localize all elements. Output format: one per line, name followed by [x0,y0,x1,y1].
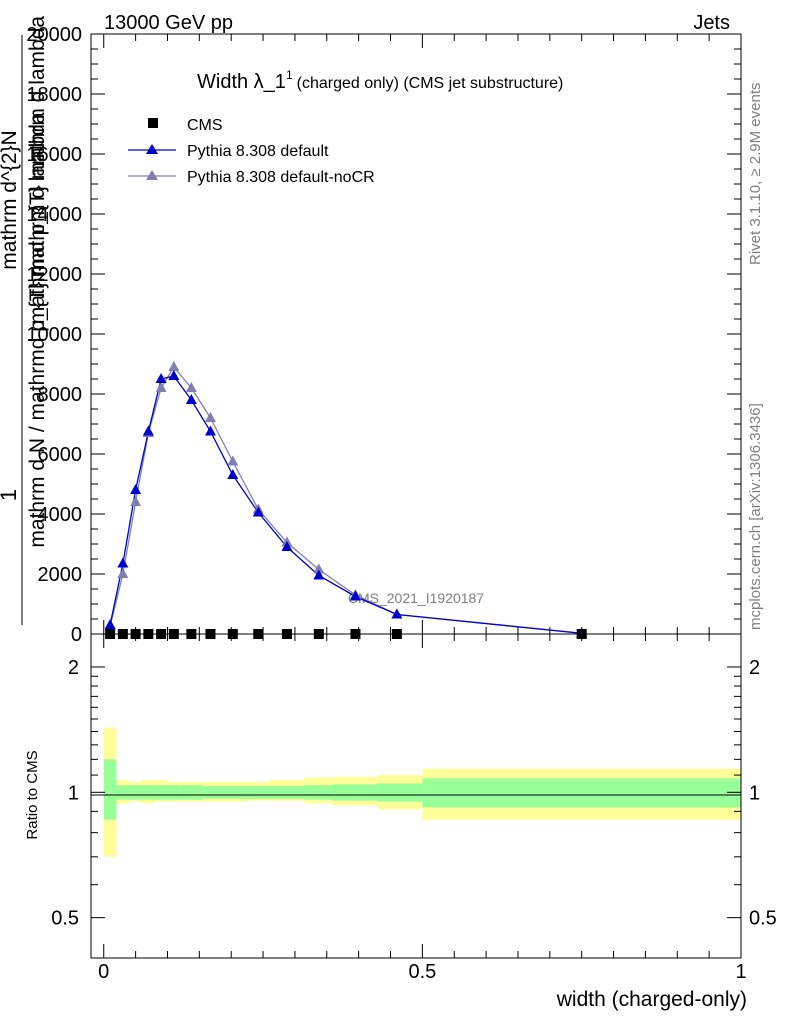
data-point-pythia-default [185,394,197,404]
legend-cms-label: CMS [187,117,223,134]
header-right: Jets [693,12,730,34]
series-layer [104,361,588,639]
data-point-pythia-default [117,557,129,568]
ratio-inner-band-bin [141,785,155,800]
data-point-pythia-default [227,469,239,479]
ylabel-frac-numerator: mathrm d^{2}N [0,130,21,269]
main-y-tick-label: 12000 [26,264,82,286]
data-point-pythia-nocr [204,412,216,422]
ratio-plot-ticks [91,634,742,958]
main-y-tick-label: 14000 [26,204,82,226]
data-point-pythia-default [155,373,167,383]
data-point-pythia-nocr [313,563,325,574]
ratio-inner-band-bin [304,785,334,800]
main-y-tick-labels: 0 2000 4000 6000 8000 10000 12000 14000 16000 180… [26,24,82,646]
main-y-tick-label: 16000 [26,144,82,166]
plot-title: Width λ_11 (charged only) (CMS jet substr… [197,68,563,93]
series-line-pythia-default [109,375,582,635]
ratio-inner-band-bin [154,785,168,800]
legend-nocr-marker [146,170,158,180]
data-point-pythia-nocr [155,382,167,392]
data-point-pythia-default [281,541,293,551]
ratio-inner-band-bin [333,784,378,801]
legend: CMS Pythia 8.308 default Pythia 8.308 de… [128,117,375,186]
x-tick-label: 0.5 [408,961,436,983]
data-point-pythia-default [252,506,264,517]
ratio-y-tick-label-right: 2 [749,657,760,679]
data-point-pythia-default [142,425,154,436]
data-point-pythia-nocr [185,382,197,392]
data-point-pythia-nocr [227,455,239,466]
series-line-pythia-nocr [109,365,582,634]
analysis-watermark: CMS_2021_I1920187 [348,590,484,606]
x-tick-label: 0 [98,961,109,983]
ratio-inner-band-bin [180,785,203,800]
header-left: 13000 GeV pp [104,12,233,34]
plot-title-sup: 1 [286,68,293,82]
ylabel-numerator: 1 [0,489,21,501]
main-y-tick-label: 6000 [38,444,83,466]
ratio-plot-frame [90,633,742,959]
ratio-inner-band-bin [103,759,117,820]
ratio-inner-band-bin [247,786,270,799]
ylabel-frac-denominator: mathrmd p_{T} mathrm d lambda [26,16,49,324]
data-point-pythia-default [204,425,216,436]
legend-default-label: Pythia 8.308 default [187,143,329,160]
data-point-pythia-default [349,590,361,601]
x-tick-label: 1 [735,961,746,983]
data-point-pythia-nocr [117,568,129,578]
ratio-inner-band-bin [422,778,741,808]
ylabel-denominator: mathrm d N / mathrmd p_{T} mathrm d lamb… [26,112,49,548]
ratio-inner-band-bin [377,783,423,802]
plot-title-main: Width λ_1 [197,71,286,93]
legend-default-marker [146,144,158,154]
ratio-inner-band-bin [167,785,181,800]
ratio-y-tick-label: 2 [68,657,79,679]
rivet-version-label: Rivet 3.1.10, ≥ 2.9M events [747,83,764,266]
data-point-pythia-nocr [130,496,142,506]
ratio-inner-band-bin [218,786,248,799]
main-y-tick-label: 0 [71,624,82,646]
ratio-y-tick-label: 1 [68,782,79,804]
main-y-tick-label: 20000 [26,24,82,46]
data-point-pythia-default [104,619,116,629]
data-point-pythia-default [130,484,142,494]
data-point-pythia-default [168,370,180,380]
legend-nocr-label: Pythia 8.308 default-noCR [187,169,375,186]
ratio-inner-band-bin [129,785,142,800]
mcplots-label: mcplots.cern.ch [arXiv:1306.3436] [747,403,764,630]
ratio-y-tick-labels: 0.5 0.5 1 1 2 2 [51,657,777,930]
ratio-y-tick-label-right: 0.5 [749,908,777,930]
x-axis-label: width (charged-only) [556,988,747,1011]
main-y-tick-label: 18000 [26,84,82,106]
main-y-axis-label: 1 mathrm d N / mathrmd p_{T} mathrm d la… [0,16,49,625]
ratio-inner-band-bin [202,786,219,799]
data-point-pythia-default [391,608,403,619]
x-tick-labels: 0 0.5 1 [98,961,746,983]
main-y-tick-label: 8000 [38,384,83,406]
main-y-tick-label: 2000 [38,564,83,586]
ratio-inner-band-bin [269,786,305,799]
data-point-pythia-default [313,569,325,580]
data-point-pythia-nocr [168,361,180,371]
main-plot-ticks [91,33,742,635]
ratio-y-tick-label-right: 1 [749,782,760,804]
ratio-y-axis-label: Ratio to CMS [24,750,41,839]
ratio-inner-band-bin [116,785,130,800]
ratio-bands [103,727,741,857]
plot-title-extra: (charged only) (CMS jet substructure) [297,75,564,92]
main-y-tick-label: 4000 [38,504,83,526]
ratio-y-tick-label: 0.5 [51,908,79,930]
main-y-tick-label: 10000 [26,324,82,346]
legend-cms-marker [148,118,158,128]
